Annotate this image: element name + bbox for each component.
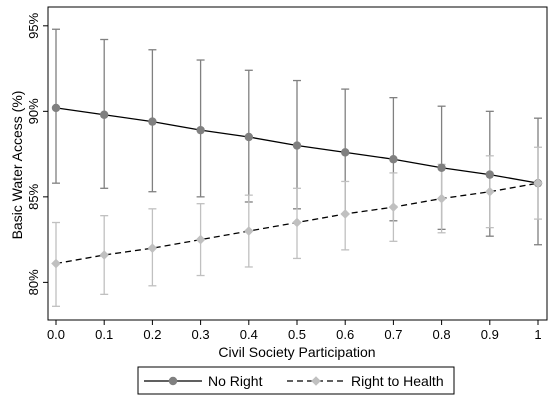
right-to-health-marker bbox=[51, 258, 61, 269]
axes: 0.0 0.1 0.2 0.3 0.4 0.5 0.6 0.7 0.8 0.9 1 80% 85% 90%… bbox=[26, 6, 548, 342]
right-to-health-marker bbox=[195, 234, 206, 245]
right-to-health-marker bbox=[388, 202, 399, 212]
no-right-marker bbox=[196, 125, 205, 135]
no-right-marker bbox=[51, 103, 61, 113]
no-right-marker bbox=[437, 163, 446, 172]
legend-item-no-right: No Right bbox=[144, 373, 263, 389]
no-right-marker bbox=[485, 170, 494, 179]
no-right-marker bbox=[292, 141, 302, 150]
x-tick-label: 0.2 bbox=[143, 327, 161, 342]
legend-label-no-right: No Right bbox=[208, 373, 263, 389]
right-to-health-marker bbox=[533, 178, 543, 188]
y-tick-label: 80% bbox=[26, 269, 41, 295]
plot-area bbox=[51, 28, 543, 307]
x-tick-label: 0.0 bbox=[47, 327, 65, 342]
y-axis-title: Basic Water Access (%) bbox=[9, 91, 25, 240]
y-tick-label: 95% bbox=[26, 12, 41, 38]
x-tick-label: 0.5 bbox=[288, 327, 306, 342]
no-right-marker bbox=[148, 117, 157, 126]
x-tick-label: 0.9 bbox=[481, 327, 499, 342]
x-axis-title: Civil Society Participation bbox=[218, 344, 375, 360]
legend-marker-right-to-health bbox=[311, 376, 321, 386]
x-tick-label: 0.4 bbox=[240, 327, 258, 342]
right-to-health-marker bbox=[436, 193, 447, 204]
no-right-marker bbox=[100, 110, 109, 119]
right-to-health-marker bbox=[147, 243, 158, 253]
y-tick-label: 90% bbox=[26, 98, 41, 124]
no-right-marker bbox=[389, 155, 398, 164]
legend-item-right-to-health: Right to Health bbox=[287, 373, 444, 389]
right-to-health-marker bbox=[292, 217, 302, 228]
legend: No Right Right to Health bbox=[137, 366, 455, 395]
right-to-health-marker bbox=[99, 250, 109, 260]
legend-marker-no-right bbox=[168, 376, 178, 386]
legend-label-right-to-health: Right to Health bbox=[351, 373, 444, 389]
right-to-health-marker bbox=[244, 226, 254, 236]
x-tick-label: 0.1 bbox=[95, 327, 113, 342]
x-tick-label: 0.6 bbox=[336, 327, 354, 342]
x-tick-label: 0.3 bbox=[192, 327, 210, 342]
right-to-health-marker bbox=[340, 209, 350, 219]
series-markers bbox=[51, 103, 543, 269]
no-right-marker bbox=[244, 132, 253, 142]
x-tick-label: 1 bbox=[534, 327, 541, 342]
x-tick-label: 0.7 bbox=[384, 327, 402, 342]
x-tick-label: 0.8 bbox=[433, 327, 451, 342]
y-tick-label: 85% bbox=[26, 183, 41, 209]
no-right-marker bbox=[341, 148, 350, 157]
right-to-health-marker bbox=[485, 186, 495, 197]
